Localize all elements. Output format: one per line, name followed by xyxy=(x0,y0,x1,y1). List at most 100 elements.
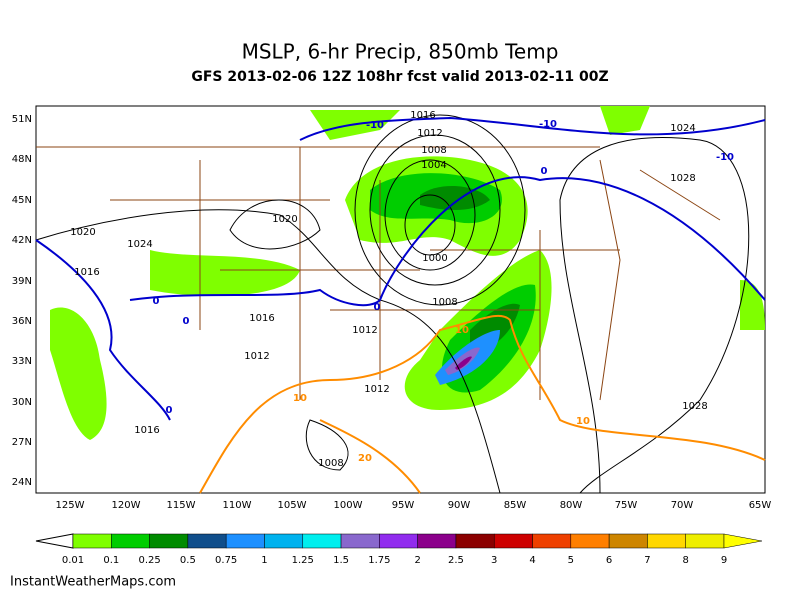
colorbar-swatch xyxy=(225,533,265,549)
isotherm-label: -10 xyxy=(716,152,734,163)
isobar-label: 1016 xyxy=(410,110,435,121)
colorbar-swatch xyxy=(302,533,342,549)
lat-label: 30N xyxy=(12,397,32,408)
colorbar-low-end xyxy=(35,533,74,549)
colorbar-label: 2.5 xyxy=(448,555,464,566)
lat-label: 42N xyxy=(12,235,32,246)
lon-label: 110W xyxy=(223,500,252,511)
colorbar-label: 0.1 xyxy=(103,555,119,566)
colorbar-label: 8 xyxy=(683,555,689,566)
map: 1016101210081004102010201024101610001008… xyxy=(35,105,766,494)
isotherm-label: 10 xyxy=(455,325,469,336)
isobar-label: 1004 xyxy=(421,160,446,171)
colorbar-swatch xyxy=(532,533,572,549)
colorbar-high-end xyxy=(723,533,763,549)
colorbar-label: 1.75 xyxy=(368,555,390,566)
lon-label: 85W xyxy=(504,500,527,511)
lon-label: 90W xyxy=(448,500,471,511)
colorbar-label: 1 xyxy=(261,555,267,566)
colorbar-label: 7 xyxy=(644,555,650,566)
lat-label: 27N xyxy=(12,437,32,448)
colorbar-label: 5 xyxy=(568,555,574,566)
isotherm-label: 10 xyxy=(293,393,307,404)
colorbar-label: 0.5 xyxy=(180,555,196,566)
lon-label: 95W xyxy=(392,500,415,511)
lat-label: 48N xyxy=(12,154,32,165)
colorbar-swatch xyxy=(264,533,304,549)
isotherm-label: 0 xyxy=(166,405,173,416)
isobar-label: 1028 xyxy=(682,401,707,412)
title: MSLP, 6-hr Precip, 850mb Temp xyxy=(242,40,559,64)
lon-label: 100W xyxy=(334,500,363,511)
isotherm-label: 0 xyxy=(541,166,548,177)
isobar-label: 1020 xyxy=(272,214,297,225)
colorbar-swatch xyxy=(570,533,610,549)
credit: InstantWeatherMaps.com xyxy=(10,575,176,590)
isotherm-label: 0 xyxy=(183,316,190,327)
isotherm-label: 10 xyxy=(576,416,590,427)
lat-label: 33N xyxy=(12,356,32,367)
colorbar-swatch xyxy=(72,533,112,549)
colorbar-label: 3 xyxy=(491,555,497,566)
colorbar-label: 6 xyxy=(606,555,612,566)
lon-label: 105W xyxy=(278,500,307,511)
isobar-label: 1012 xyxy=(352,325,377,336)
colorbar-label: 1.25 xyxy=(292,555,314,566)
isobar-label: 1024 xyxy=(127,239,152,250)
colorbar-swatch xyxy=(149,533,189,549)
isobar-label: 1000 xyxy=(422,253,447,264)
lat-label: 51N xyxy=(12,114,32,125)
lat-label: 36N xyxy=(12,316,32,327)
isobar-label: 1024 xyxy=(670,123,695,134)
colorbar-swatch xyxy=(340,533,380,549)
isobar-label: 1012 xyxy=(244,351,269,362)
colorbar-swatch xyxy=(187,533,227,549)
lat-label: 24N xyxy=(12,477,32,488)
colorbar-swatch xyxy=(417,533,457,549)
isobars xyxy=(35,114,750,494)
colorbar-swatch xyxy=(685,533,725,549)
colorbar-swatch xyxy=(379,533,418,549)
lat-label: 45N xyxy=(12,195,32,206)
colorbar-swatch xyxy=(493,533,533,549)
isotherm-label: -10 xyxy=(539,119,557,130)
lat-label: 39N xyxy=(12,276,32,287)
boundaries xyxy=(36,146,721,401)
isotherm-label: -10 xyxy=(366,120,384,131)
lon-label: 65W xyxy=(749,500,772,511)
isobar-label: 1008 xyxy=(318,458,343,469)
colorbar-swatch xyxy=(455,533,495,549)
lon-label: 70W xyxy=(671,500,694,511)
lon-label: 80W xyxy=(560,500,583,511)
isobar-label: 1028 xyxy=(670,173,695,184)
colorbar-label: 0.01 xyxy=(62,555,84,566)
colorbar-swatch xyxy=(647,533,686,549)
lon-label: 115W xyxy=(167,500,196,511)
isobar-label: 1012 xyxy=(364,384,389,395)
isobar-label: 1016 xyxy=(134,425,159,436)
colorbar-label: 0.75 xyxy=(215,555,237,566)
isobar-label: 1008 xyxy=(421,145,446,156)
precip-core xyxy=(455,356,472,370)
colorbar-label: 1.5 xyxy=(333,555,349,566)
colorbar: 0.01 0.1 0.25 0.5 0.75 1 1.25 1.5 1.75 2 2.5 3 4 5 6 7 8… xyxy=(35,533,763,566)
isobar-label: 1016 xyxy=(74,267,99,278)
colorbar-label: 9 xyxy=(721,555,727,566)
colorbar-label: 0.25 xyxy=(138,555,160,566)
lon-label: 75W xyxy=(615,500,638,511)
lon-label: 120W xyxy=(112,500,141,511)
isobar-label: 1012 xyxy=(417,128,442,139)
isotherm-label: 0 xyxy=(374,302,381,313)
colorbar-label: 2 xyxy=(414,555,420,566)
warm-isotherms xyxy=(199,314,766,494)
lon-label: 125W xyxy=(56,500,85,511)
cold-isotherms xyxy=(35,116,766,421)
isobar-label: 1008 xyxy=(432,297,457,308)
subtitle: GFS 2013-02-06 12Z 108hr fcst valid 2013… xyxy=(191,69,608,85)
isotherm-label: 0 xyxy=(153,296,160,307)
isobar-label: 1016 xyxy=(249,313,274,324)
colorbar-swatch xyxy=(111,533,150,549)
colorbar-swatch xyxy=(608,533,648,549)
isobar-label: 1020 xyxy=(70,227,95,238)
